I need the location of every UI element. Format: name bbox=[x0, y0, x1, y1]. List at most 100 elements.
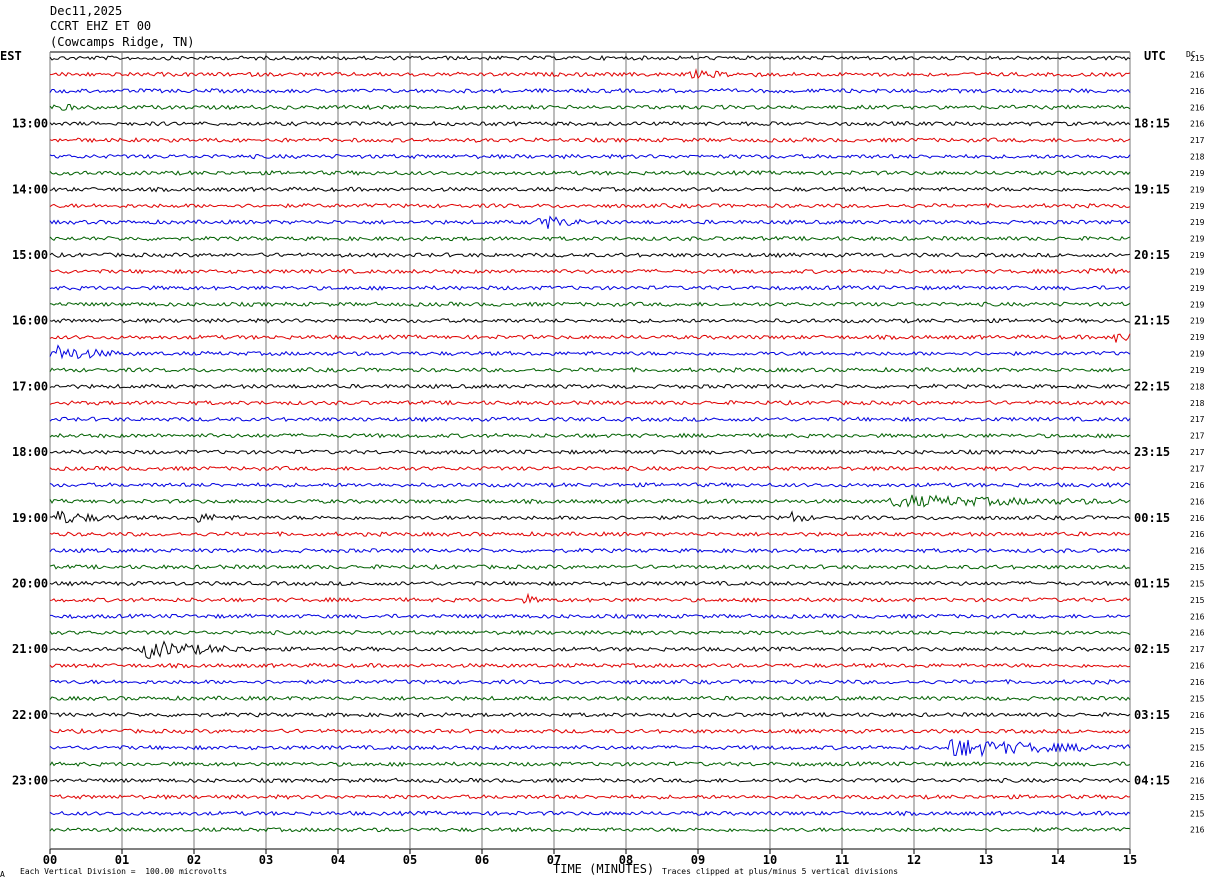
right-hour-label-6: 00:15 bbox=[1134, 511, 1170, 525]
dc-offset-27: 216 bbox=[1190, 497, 1205, 506]
dc-offset-29: 216 bbox=[1190, 530, 1205, 539]
dc-offset-12: 219 bbox=[1190, 251, 1205, 260]
dc-offset-17: 219 bbox=[1190, 333, 1205, 342]
dc-offset-3: 216 bbox=[1190, 103, 1205, 112]
dc-offset-21: 218 bbox=[1190, 399, 1205, 408]
trace-row-14 bbox=[49, 285, 1131, 291]
dc-offset-34: 216 bbox=[1190, 612, 1205, 621]
x-tick-label-2: 02 bbox=[187, 853, 201, 867]
left-hour-label-10: 23:00 bbox=[12, 773, 48, 787]
trace-row-4 bbox=[49, 120, 1131, 127]
channel-code: CCRT EHZ ET 00 bbox=[50, 19, 152, 33]
trace-row-13 bbox=[49, 267, 1131, 275]
right-hour-label-3: 21:15 bbox=[1134, 314, 1170, 328]
trace-row-37 bbox=[49, 662, 1131, 669]
trace-row-47 bbox=[49, 826, 1131, 833]
x-tick-label-7: 07 bbox=[547, 853, 561, 867]
left-timezone: EST bbox=[0, 49, 22, 63]
trace-row-21 bbox=[49, 399, 1131, 406]
dc-offset-23: 217 bbox=[1190, 432, 1205, 441]
dc-offset-7: 219 bbox=[1190, 169, 1205, 178]
record-date: Dec11,2025 bbox=[50, 4, 123, 18]
trace-row-5 bbox=[49, 137, 1131, 144]
right-hour-label-10: 04:15 bbox=[1134, 773, 1170, 787]
right-hour-label-9: 03:15 bbox=[1134, 708, 1170, 722]
trace-row-34 bbox=[50, 613, 1131, 620]
trace-row-29 bbox=[49, 530, 1131, 537]
trace-row-31 bbox=[49, 563, 1131, 570]
dc-offset-36: 217 bbox=[1190, 645, 1205, 654]
dc-offset-47: 216 bbox=[1190, 826, 1205, 835]
x-tick-label-11: 11 bbox=[835, 853, 849, 867]
dc-offset-0: 215 bbox=[1190, 54, 1205, 63]
dc-offset-2: 216 bbox=[1190, 87, 1205, 96]
x-tick-label-6: 06 bbox=[475, 853, 489, 867]
left-hour-label-1: 14:00 bbox=[12, 182, 48, 196]
trace-row-43 bbox=[49, 761, 1131, 768]
x-tick-label-1: 01 bbox=[115, 853, 129, 867]
trace-row-36 bbox=[49, 640, 1131, 659]
left-hour-label-7: 20:00 bbox=[12, 576, 48, 590]
trace-row-41 bbox=[49, 728, 1131, 735]
x-tick-label-4: 04 bbox=[331, 853, 345, 867]
x-tick-label-9: 09 bbox=[691, 853, 705, 867]
right-hour-label-7: 01:15 bbox=[1134, 576, 1170, 590]
x-tick-label-14: 14 bbox=[1051, 853, 1065, 867]
dc-offset-1: 216 bbox=[1190, 70, 1205, 79]
trace-row-9 bbox=[49, 202, 1131, 209]
trace-row-12 bbox=[49, 251, 1131, 259]
trace-row-25 bbox=[49, 465, 1131, 472]
trace-row-20 bbox=[49, 383, 1131, 390]
dc-offset-42: 215 bbox=[1190, 744, 1205, 753]
trace-row-6 bbox=[49, 153, 1131, 160]
x-tick-label-5: 05 bbox=[403, 853, 417, 867]
dc-offset-20: 218 bbox=[1190, 382, 1205, 391]
clip-note: Traces clipped at plus/minus 5 vertical … bbox=[662, 867, 899, 876]
trace-row-26 bbox=[49, 481, 1131, 488]
dc-offset-15: 219 bbox=[1190, 300, 1205, 309]
trace-row-30 bbox=[49, 547, 1131, 554]
logo-mark: A bbox=[0, 870, 5, 879]
dc-offset-10: 219 bbox=[1190, 218, 1205, 227]
x-tick-label-8: 08 bbox=[619, 853, 633, 867]
dc-offset-38: 216 bbox=[1190, 678, 1205, 687]
dc-offset-26: 216 bbox=[1190, 481, 1205, 490]
trace-row-27 bbox=[49, 494, 1131, 508]
right-hour-label-2: 20:15 bbox=[1134, 248, 1170, 262]
trace-row-0 bbox=[49, 54, 1131, 62]
trace-row-33 bbox=[49, 592, 1131, 604]
left-hour-label-6: 19:00 bbox=[12, 511, 48, 525]
x-tick-label-15: 15 bbox=[1123, 853, 1137, 867]
station-name: (Cowcamps Ridge, TN) bbox=[50, 35, 195, 49]
dc-offset-16: 219 bbox=[1190, 317, 1205, 326]
x-tick-label-0: 00 bbox=[43, 853, 57, 867]
trace-row-19 bbox=[49, 366, 1131, 373]
trace-row-18 bbox=[49, 344, 1131, 360]
trace-row-32 bbox=[49, 580, 1131, 587]
trace-row-17 bbox=[49, 333, 1131, 343]
trace-row-44 bbox=[49, 777, 1131, 784]
trace-row-7 bbox=[49, 169, 1131, 176]
dc-label: DC bbox=[1186, 50, 1196, 59]
right-hour-label-4: 22:15 bbox=[1134, 379, 1170, 393]
trace-row-11 bbox=[49, 235, 1131, 242]
dc-offset-22: 217 bbox=[1190, 415, 1205, 424]
x-tick-label-3: 03 bbox=[259, 853, 273, 867]
dc-offset-46: 215 bbox=[1190, 809, 1205, 818]
trace-row-22 bbox=[49, 416, 1131, 423]
left-hour-label-5: 18:00 bbox=[12, 445, 48, 459]
trace-row-2 bbox=[49, 87, 1131, 94]
trace-row-45 bbox=[49, 793, 1131, 800]
dc-offset-14: 219 bbox=[1190, 284, 1205, 293]
right-timezone: UTC bbox=[1144, 49, 1166, 63]
left-hour-label-9: 22:00 bbox=[12, 708, 48, 722]
trace-row-42 bbox=[49, 738, 1131, 758]
trace-row-23 bbox=[49, 432, 1131, 439]
dc-offset-24: 217 bbox=[1190, 448, 1205, 457]
dc-offset-19: 219 bbox=[1190, 366, 1205, 375]
x-tick-label-12: 12 bbox=[907, 853, 921, 867]
dc-offset-40: 216 bbox=[1190, 711, 1205, 720]
right-hour-label-1: 19:15 bbox=[1134, 182, 1170, 196]
trace-row-39 bbox=[49, 695, 1131, 702]
